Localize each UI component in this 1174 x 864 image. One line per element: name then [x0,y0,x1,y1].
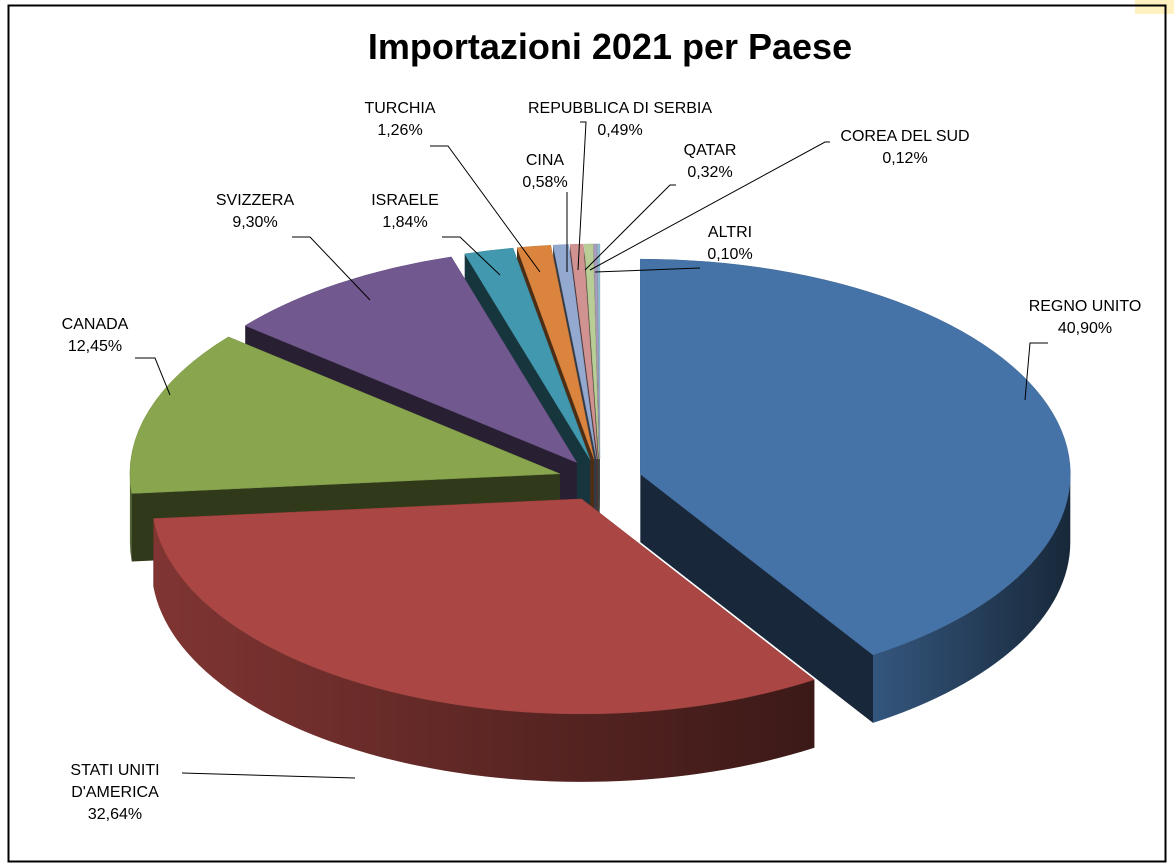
leader-line [135,357,171,396]
category-label: CANADA [61,316,129,333]
value-label: 32,64% [87,806,143,823]
slice-label: REGNO UNITO 40,90% [1005,296,1165,340]
slice-label: COREA DEL SUD 0,12% [815,126,995,170]
leader-line [1024,342,1048,401]
pie-slice [569,243,599,460]
pie-slice [593,243,600,460]
slice-label: ALTRI 0,10% [690,222,770,266]
slice-label: QATAR 0,32% [660,140,760,184]
slice-label: TURCHIA 1,26% [340,98,460,142]
category-label: SVIZZERA [215,192,295,209]
pie-slice [244,256,578,464]
pie-slice [516,245,595,460]
value-label: 0,10% [707,246,753,263]
leader-line [577,121,587,271]
value-label: 9,30% [232,214,278,231]
slice-label: SVIZZERA 9,30% [195,190,315,234]
corner-tab [1135,0,1174,14]
slice-side [640,474,873,723]
value-label: 0,49% [597,122,643,139]
leader-line [181,772,356,779]
value-label: 1,26% [377,122,423,139]
category-label: TURCHIA [364,100,436,117]
value-label: 12,45% [67,338,123,355]
slice-label: ISRAELE 1,84% [345,190,465,234]
leader-line [292,236,371,301]
pie-slice [129,336,560,494]
pie-slice [464,247,591,460]
pie-slice [584,243,600,460]
slice-label: REPUBBLICA DI SERBIA 0,49% [500,98,740,142]
leader-line [584,184,676,271]
category-label: REGNO UNITO [1028,298,1142,315]
pie-slice [153,498,815,715]
chart-title: Importazioni 2021 per Paese [367,26,853,67]
value-label: 40,90% [1057,320,1113,337]
slice-label: STATI UNITI D'AMERICA 32,64% [50,760,180,826]
pie-slice [640,258,1071,656]
category-label: ISRAELE [371,192,439,209]
pie-slice [596,243,601,460]
category-label: STATI UNITI D'AMERICA [70,762,160,801]
leader-line [594,267,701,273]
category-label: COREA DEL SUD [840,128,970,145]
value-label: 0,58% [522,174,568,191]
value-label: 0,12% [882,150,928,167]
category-label: CINA [525,152,565,169]
slice-label: CANADA 12,45% [35,314,155,358]
leader-line [589,141,830,271]
slice-side [873,474,1071,723]
category-label: REPUBBLICA DI SERBIA [527,100,713,117]
pie-slice [552,244,597,460]
value-label: 1,84% [382,214,428,231]
slice-side [153,518,815,782]
category-label: ALTRI [707,224,753,241]
chart-frame [7,4,1167,863]
slice-side [129,473,132,562]
leader-line [430,145,541,273]
slice-label: CINA 0,58% [505,150,585,194]
leader-line [442,236,501,276]
value-label: 0,32% [687,164,733,181]
category-label: QATAR [683,142,737,159]
